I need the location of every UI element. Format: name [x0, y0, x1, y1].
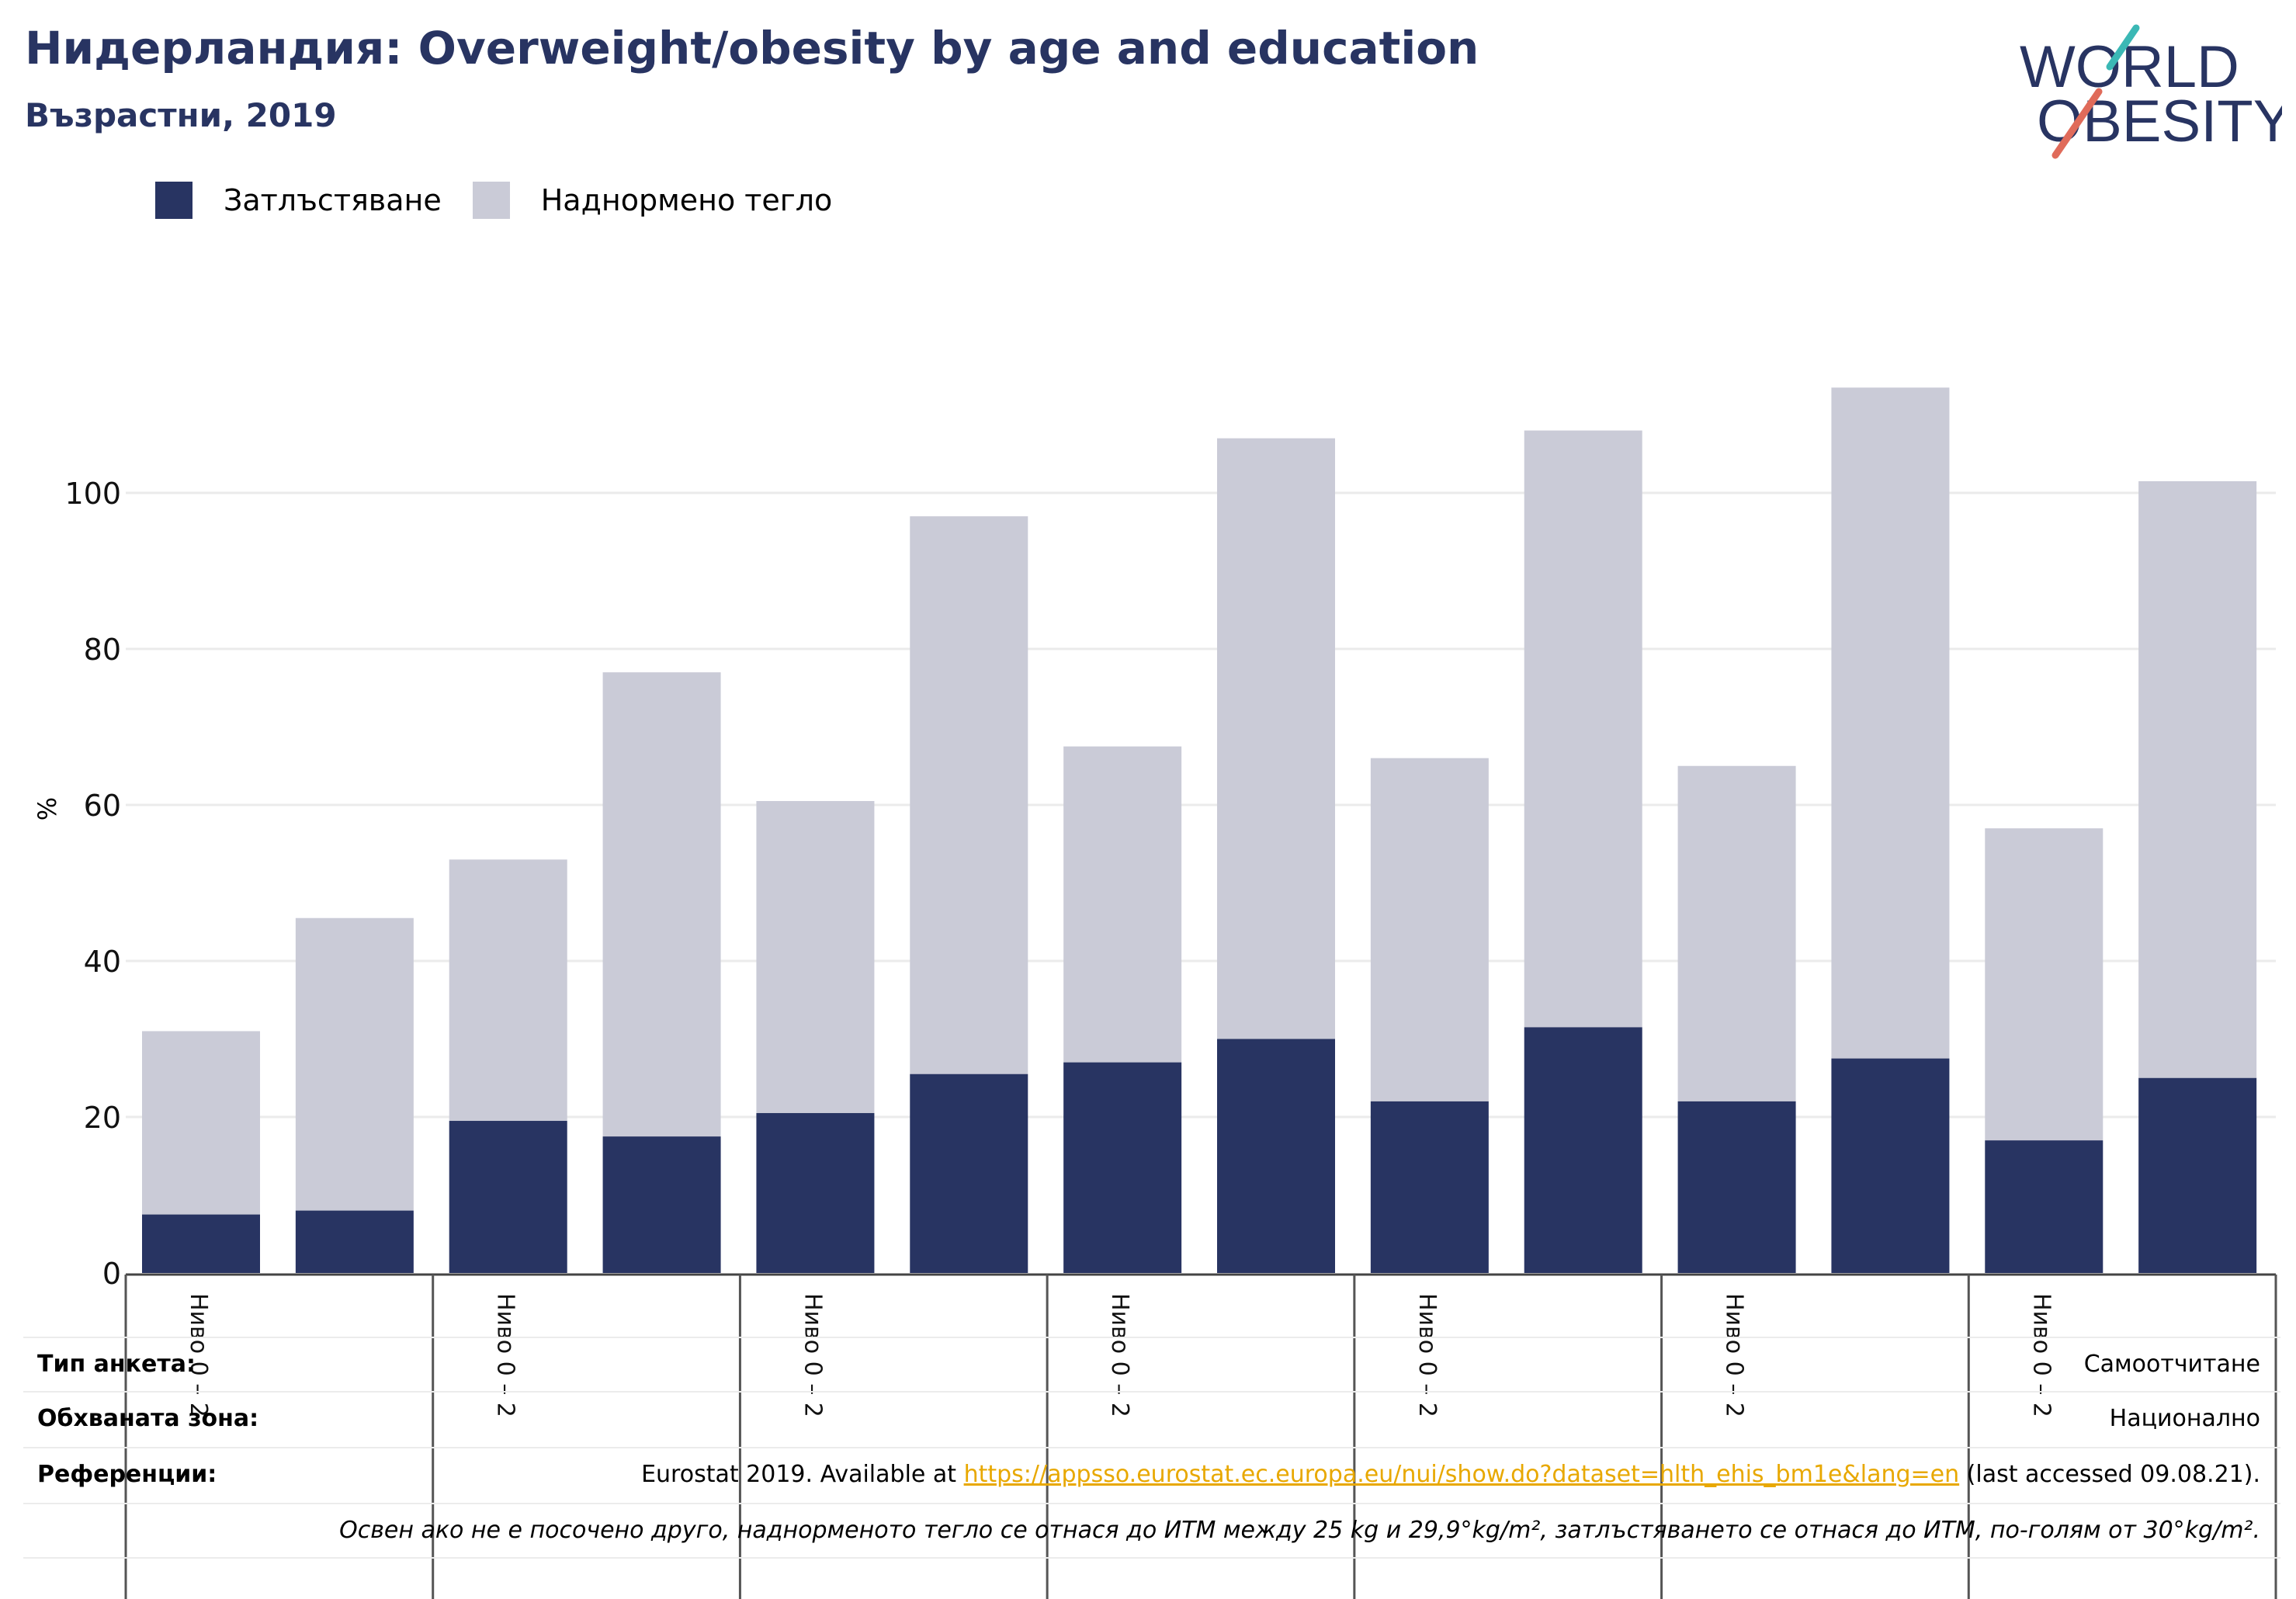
- info-row-coverage: Обхваната зона: Национално: [23, 1391, 2260, 1447]
- info-divider: [23, 1503, 2280, 1504]
- bar-overweight: [910, 516, 1028, 1074]
- survey-type-value: Самоотчитане: [2083, 1351, 2260, 1378]
- references-suffix: (last accessed 09.08.21).: [1959, 1461, 2260, 1488]
- y-axis-label: %: [33, 797, 62, 820]
- bar-overweight: [1370, 758, 1489, 1101]
- y-tick-label: 20: [84, 1101, 121, 1135]
- bar-overweight: [295, 917, 414, 1211]
- bar-overweight: [1524, 430, 1642, 1028]
- bar-obesity: [1217, 1039, 1335, 1273]
- info-row-note: Освен ако не е посочено друго, наднормен…: [23, 1503, 2260, 1559]
- bar-obesity: [449, 1121, 567, 1273]
- references-prefix: Eurostat 2019. Available at: [641, 1461, 964, 1488]
- chart-title: Нидерландия: Overweight/obesity by age a…: [25, 22, 1479, 75]
- bar-overweight: [449, 859, 567, 1122]
- world-obesity-logo: WORLD OBESITY: [2020, 24, 2282, 159]
- bar-overweight: [1217, 438, 1335, 1039]
- bar-obesity: [910, 1074, 1028, 1273]
- y-tick-label: 60: [84, 789, 121, 823]
- info-divider: [23, 1557, 2280, 1559]
- y-tick-label: 100: [64, 477, 121, 511]
- survey-type-label: Тип анкета:: [37, 1351, 196, 1378]
- info-row-survey-type: Тип анкета: Самоотчитане: [23, 1337, 2260, 1393]
- group-label: Ниво 0 – 2: [185, 1293, 212, 1417]
- bar-overweight: [142, 1031, 260, 1215]
- coverage-value: Национално: [2109, 1405, 2260, 1432]
- group-label: Ниво 0 – 2: [1413, 1293, 1441, 1417]
- bar-obesity: [756, 1112, 875, 1273]
- group-label: Ниво 0 – 2: [799, 1293, 826, 1417]
- info-divider: [23, 1391, 2280, 1393]
- bar-overweight: [1831, 387, 1950, 1059]
- bar-obesity: [295, 1210, 414, 1273]
- chart-subtitle: Възрастни, 2019: [25, 96, 337, 134]
- coverage-label: Обхваната зона:: [37, 1405, 259, 1432]
- bar-obesity: [142, 1214, 260, 1273]
- bar-obesity: [1985, 1140, 2104, 1273]
- bar-overweight: [1677, 765, 1796, 1101]
- legend-item-obesity: Затлъстяване: [155, 182, 442, 219]
- legend-swatch-overweight: [472, 182, 510, 219]
- bar-obesity: [1370, 1101, 1489, 1273]
- group-label: Ниво 0 – 2: [492, 1293, 519, 1417]
- svg-text:WORLD: WORLD: [2020, 34, 2239, 100]
- bar-obesity: [602, 1136, 721, 1273]
- references-value: Eurostat 2019. Available at https://apps…: [641, 1461, 2260, 1488]
- legend-label-obesity: Затлъстяване: [224, 183, 442, 217]
- group-label: Ниво 0 – 2: [1721, 1293, 1748, 1417]
- y-tick-label: 40: [84, 945, 121, 979]
- y-tick-label: 0: [102, 1257, 121, 1291]
- legend-item-overweight: Наднормено тегло: [472, 182, 833, 219]
- info-row-references: Референции: Eurostat 2019. Available at …: [23, 1447, 2260, 1503]
- references-label: Референции:: [37, 1461, 217, 1488]
- bar-obesity: [1063, 1062, 1182, 1273]
- bar-overweight: [2138, 480, 2257, 1078]
- chart-legend: Затлъстяване Наднормено тегло: [155, 177, 863, 224]
- legend-swatch-obesity: [155, 182, 192, 219]
- bar-overweight: [756, 800, 875, 1113]
- definition-note: Освен ако не е посочено друго, наднормен…: [339, 1517, 2260, 1544]
- y-tick-label: 80: [84, 633, 121, 667]
- bar-overweight: [602, 672, 721, 1137]
- legend-label-overweight: Наднормено тегло: [540, 183, 833, 217]
- info-divider: [23, 1337, 2280, 1338]
- bar-obesity: [2138, 1077, 2257, 1273]
- info-divider: [23, 1447, 2280, 1448]
- group-label: Ниво 0 – 2: [2027, 1293, 2055, 1417]
- bar-obesity: [1831, 1058, 1950, 1273]
- bar-overweight: [1985, 828, 2104, 1141]
- bar-overweight: [1063, 746, 1182, 1063]
- bar-obesity: [1677, 1101, 1796, 1273]
- bar-obesity: [1524, 1027, 1642, 1273]
- references-link[interactable]: https://appsso.eurostat.ec.europa.eu/nui…: [963, 1461, 1960, 1488]
- group-label: Ниво 0 – 2: [1106, 1293, 1133, 1417]
